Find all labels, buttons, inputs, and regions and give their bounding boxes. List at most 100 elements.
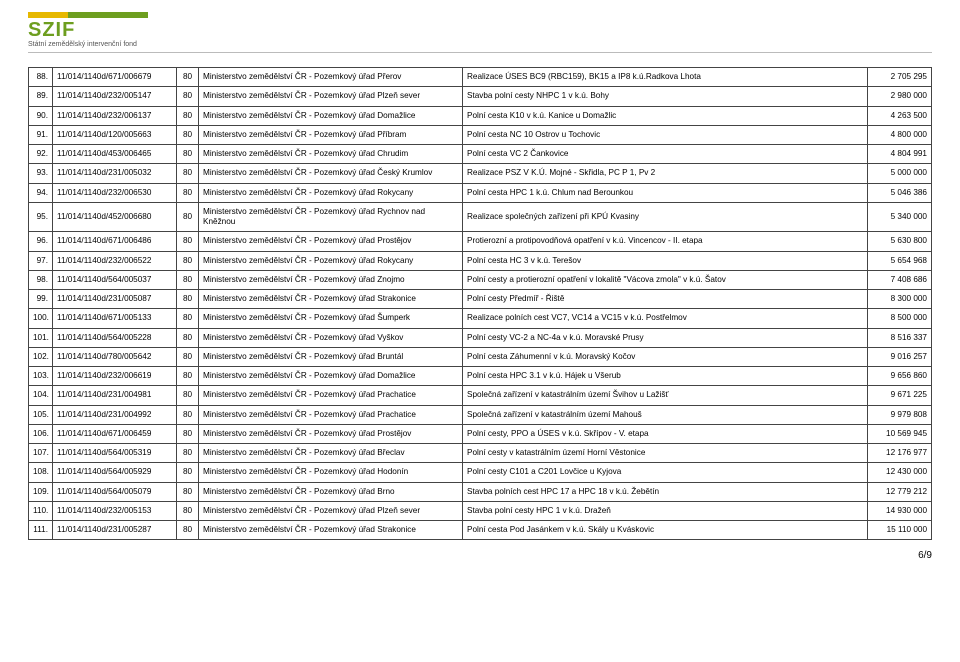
table-row: 105.11/014/1140d/231/00499280Ministerstv… xyxy=(29,405,932,424)
cell-authority: Ministerstvo zemědělství ČR - Pozemkový … xyxy=(199,424,463,443)
cell-code: 11/014/1140d/120/005663 xyxy=(53,125,177,144)
cell-desc: Polní cesty C101 a C201 Lovčice u Kyjova xyxy=(463,463,868,482)
cell-desc: Realizace polních cest VC7, VC14 a VC15 … xyxy=(463,309,868,328)
cell-amount: 2 705 295 xyxy=(868,68,932,87)
cell-pct: 80 xyxy=(177,232,199,251)
cell-idx: 97. xyxy=(29,251,53,270)
cell-pct: 80 xyxy=(177,424,199,443)
cell-code: 11/014/1140d/231/005032 xyxy=(53,164,177,183)
cell-pct: 80 xyxy=(177,482,199,501)
table-row: 92.11/014/1140d/453/00646580Ministerstvo… xyxy=(29,145,932,164)
cell-authority: Ministerstvo zemědělství ČR - Pozemkový … xyxy=(199,202,463,232)
cell-code: 11/014/1140d/564/005228 xyxy=(53,328,177,347)
cell-desc: Realizace PSZ V K.Ú. Mojné - Skřidla, PC… xyxy=(463,164,868,183)
cell-code: 11/014/1140d/452/006680 xyxy=(53,202,177,232)
table-row: 98.11/014/1140d/564/00503780Ministerstvo… xyxy=(29,270,932,289)
cell-pct: 80 xyxy=(177,125,199,144)
table-row: 88.11/014/1140d/671/00667980Ministerstvo… xyxy=(29,68,932,87)
cell-desc: Realizace ÚSES BC9 (RBC159), BK15 a IP8 … xyxy=(463,68,868,87)
table-row: 99.11/014/1140d/231/00508780Ministerstvo… xyxy=(29,290,932,309)
cell-code: 11/014/1140d/232/005147 xyxy=(53,87,177,106)
cell-desc: Polní cesta NC 10 Ostrov u Tochovic xyxy=(463,125,868,144)
cell-amount: 5 340 000 xyxy=(868,202,932,232)
cell-pct: 80 xyxy=(177,501,199,520)
cell-authority: Ministerstvo zemědělství ČR - Pozemkový … xyxy=(199,521,463,540)
cell-desc: Polní cesty, PPO a ÚSES v k.ú. Skřípov -… xyxy=(463,424,868,443)
table-row: 89.11/014/1140d/232/00514780Ministerstvo… xyxy=(29,87,932,106)
table-row: 94.11/014/1140d/232/00653080Ministerstvo… xyxy=(29,183,932,202)
cell-code: 11/014/1140d/780/005642 xyxy=(53,347,177,366)
cell-idx: 95. xyxy=(29,202,53,232)
page-number: 6/9 xyxy=(28,550,932,561)
table-row: 110.11/014/1140d/232/00515380Ministerstv… xyxy=(29,501,932,520)
cell-pct: 80 xyxy=(177,367,199,386)
cell-idx: 105. xyxy=(29,405,53,424)
cell-desc: Stavba polních cest HPC 17 a HPC 18 v k.… xyxy=(463,482,868,501)
cell-authority: Ministerstvo zemědělství ČR - Pozemkový … xyxy=(199,386,463,405)
header-stripe xyxy=(28,12,68,18)
cell-idx: 100. xyxy=(29,309,53,328)
cell-pct: 80 xyxy=(177,251,199,270)
cell-authority: Ministerstvo zemědělství ČR - Pozemkový … xyxy=(199,68,463,87)
cell-idx: 102. xyxy=(29,347,53,366)
cell-pct: 80 xyxy=(177,183,199,202)
cell-amount: 12 176 977 xyxy=(868,444,932,463)
cell-authority: Ministerstvo zemědělství ČR - Pozemkový … xyxy=(199,251,463,270)
table-row: 104.11/014/1140d/231/00498180Ministerstv… xyxy=(29,386,932,405)
table-row: 111.11/014/1140d/231/00528780Ministerstv… xyxy=(29,521,932,540)
cell-authority: Ministerstvo zemědělství ČR - Pozemkový … xyxy=(199,290,463,309)
table-row: 90.11/014/1140d/232/00613780Ministerstvo… xyxy=(29,106,932,125)
cell-authority: Ministerstvo zemědělství ČR - Pozemkový … xyxy=(199,164,463,183)
cell-idx: 98. xyxy=(29,270,53,289)
cell-idx: 106. xyxy=(29,424,53,443)
cell-pct: 80 xyxy=(177,444,199,463)
cell-amount: 4 800 000 xyxy=(868,125,932,144)
cell-desc: Polní cesta Pod Jasánkem v k.ú. Skály u … xyxy=(463,521,868,540)
cell-pct: 80 xyxy=(177,68,199,87)
table-row: 91.11/014/1140d/120/00566380Ministerstvo… xyxy=(29,125,932,144)
table-row: 103.11/014/1140d/232/00661980Ministerstv… xyxy=(29,367,932,386)
cell-desc: Společná zařízení v katastrálním území Š… xyxy=(463,386,868,405)
cell-authority: Ministerstvo zemědělství ČR - Pozemkový … xyxy=(199,463,463,482)
cell-idx: 90. xyxy=(29,106,53,125)
header-stripes xyxy=(28,12,932,18)
cell-amount: 5 654 968 xyxy=(868,251,932,270)
cell-idx: 101. xyxy=(29,328,53,347)
cell-idx: 110. xyxy=(29,501,53,520)
cell-authority: Ministerstvo zemědělství ČR - Pozemkový … xyxy=(199,145,463,164)
cell-code: 11/014/1140d/231/005287 xyxy=(53,521,177,540)
logo-subtitle: Státní zemědělský intervenční fond xyxy=(28,41,932,48)
cell-pct: 80 xyxy=(177,463,199,482)
cell-amount: 15 110 000 xyxy=(868,521,932,540)
header-stripe xyxy=(148,12,932,18)
cell-code: 11/014/1140d/564/005037 xyxy=(53,270,177,289)
cell-amount: 4 804 991 xyxy=(868,145,932,164)
table-row: 107.11/014/1140d/564/00531980Ministerstv… xyxy=(29,444,932,463)
cell-pct: 80 xyxy=(177,386,199,405)
cell-code: 11/014/1140d/564/005319 xyxy=(53,444,177,463)
cell-authority: Ministerstvo zemědělství ČR - Pozemkový … xyxy=(199,367,463,386)
table-row: 109.11/014/1140d/564/00507980Ministerstv… xyxy=(29,482,932,501)
cell-amount: 8 500 000 xyxy=(868,309,932,328)
cell-authority: Ministerstvo zemědělství ČR - Pozemkový … xyxy=(199,270,463,289)
cell-idx: 91. xyxy=(29,125,53,144)
cell-code: 11/014/1140d/232/006522 xyxy=(53,251,177,270)
cell-desc: Společná zařízení v katastrálním území M… xyxy=(463,405,868,424)
table-row: 108.11/014/1140d/564/00592980Ministerstv… xyxy=(29,463,932,482)
cell-authority: Ministerstvo zemědělství ČR - Pozemkový … xyxy=(199,347,463,366)
cell-authority: Ministerstvo zemědělství ČR - Pozemkový … xyxy=(199,106,463,125)
cell-desc: Protierozní a protipovodňová opatření v … xyxy=(463,232,868,251)
table-row: 102.11/014/1140d/780/00564280Ministerstv… xyxy=(29,347,932,366)
cell-idx: 108. xyxy=(29,463,53,482)
cell-idx: 88. xyxy=(29,68,53,87)
cell-desc: Polní cesty Předmíř - Řiště xyxy=(463,290,868,309)
cell-authority: Ministerstvo zemědělství ČR - Pozemkový … xyxy=(199,183,463,202)
cell-idx: 96. xyxy=(29,232,53,251)
cell-code: 11/014/1140d/671/005133 xyxy=(53,309,177,328)
logo: SZIF Státní zemědělský intervenční fond xyxy=(28,20,932,48)
cell-idx: 103. xyxy=(29,367,53,386)
divider xyxy=(28,52,932,53)
table-row: 106.11/014/1140d/671/00645980Ministerstv… xyxy=(29,424,932,443)
cell-pct: 80 xyxy=(177,347,199,366)
logo-text: SZIF xyxy=(28,20,932,40)
